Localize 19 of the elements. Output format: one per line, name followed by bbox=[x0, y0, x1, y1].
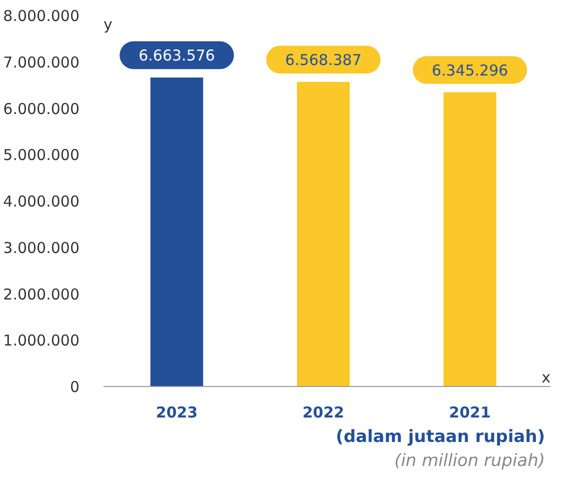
text: (dalam jutaan rupiah) bbox=[336, 426, 545, 449]
x-tick-label: 2023 bbox=[156, 404, 198, 422]
y-tick-label: 3.000.000 bbox=[3, 238, 80, 257]
y-tick-label: 4.000.000 bbox=[3, 192, 80, 210]
x-tick-label: 2021 bbox=[449, 404, 491, 422]
x-tick-label: 2022 bbox=[302, 404, 344, 422]
y-axis-title: y bbox=[104, 16, 112, 34]
text: (in million rupiah) bbox=[393, 450, 545, 474]
y-tick-label: 2.000.000 bbox=[3, 285, 80, 304]
data-label: 6.568.387 bbox=[285, 51, 362, 70]
data-label: 6.663.576 bbox=[138, 46, 215, 65]
y-tick-label: 0 bbox=[70, 378, 80, 396]
y-tick-label: 8.000.000 bbox=[3, 7, 80, 25]
data-label: 6.345.296 bbox=[432, 61, 508, 80]
y-tick-label: 1.000.000 bbox=[3, 332, 80, 350]
y-tick-label: 5.000.000 bbox=[3, 146, 80, 164]
x-axis-title: x bbox=[542, 368, 551, 386]
y-tick-label: 7.000.000 bbox=[3, 53, 80, 72]
y-tick-label: 6.000.000 bbox=[3, 100, 80, 118]
